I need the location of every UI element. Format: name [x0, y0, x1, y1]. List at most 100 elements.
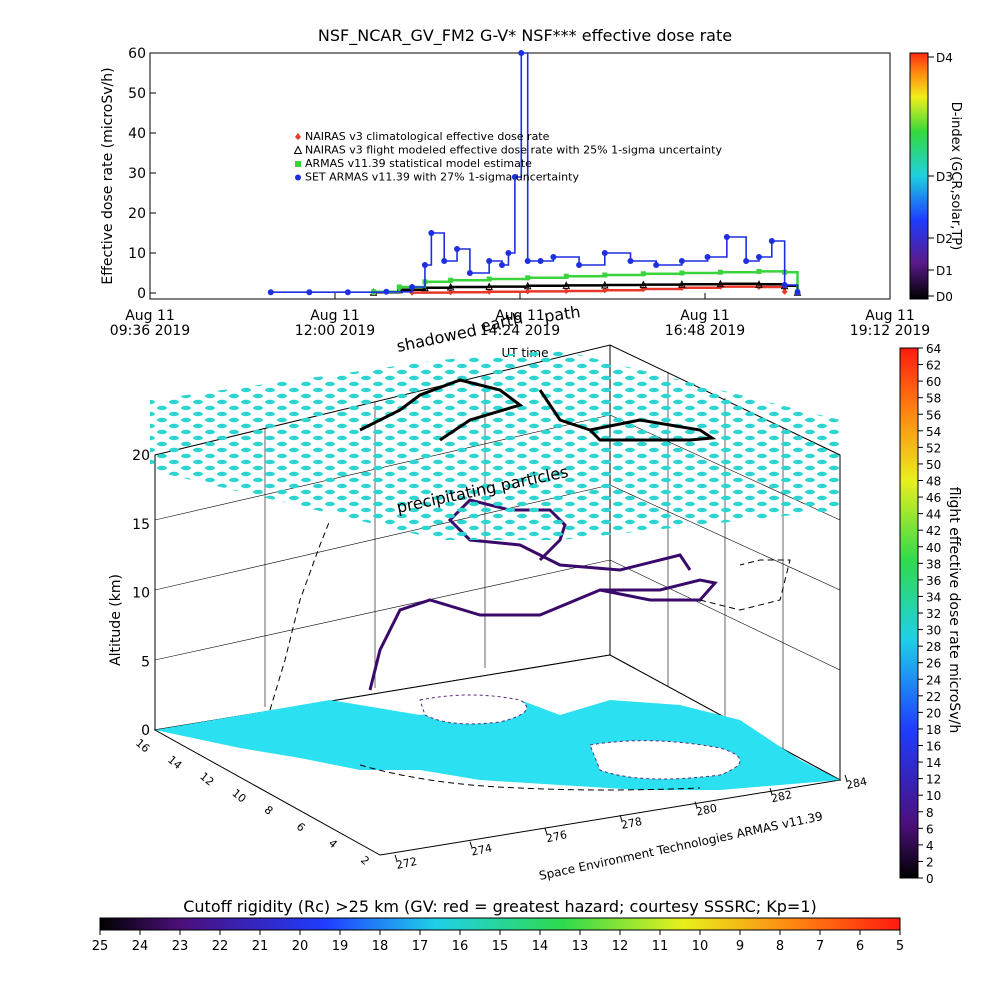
- series-point: [639, 280, 648, 289]
- series-point: [448, 277, 454, 283]
- top-y-tick-label: 20: [128, 206, 146, 222]
- dose-rate-colorbar-tick-label: 24: [926, 673, 941, 687]
- precipitating-particles-layer: [150, 350, 840, 540]
- top-y-tick-label: 30: [128, 166, 146, 182]
- legend-label: ARMAS v11.39 statistical model estimate: [305, 157, 532, 170]
- dose-rate-colorbar-tick-label: 18: [926, 723, 941, 737]
- dose-rate-colorbar-tick-label: 36: [926, 574, 941, 588]
- top-y-axis-label: Effective dose rate (microSv/h): [100, 67, 116, 284]
- dose-rate-colorbar-tick-label: 8: [926, 806, 934, 820]
- series-point: [563, 288, 570, 294]
- rigidity-colorbar-tick-label: 12: [612, 939, 629, 954]
- series-point: [679, 270, 685, 276]
- 3d-y-tick-label: 12: [197, 770, 216, 789]
- top-title: NSF_NCAR_GV_FM2 G-V* NSF*** effective do…: [318, 26, 732, 46]
- top-x-tick-date: Aug 11: [865, 308, 915, 324]
- dindex-tick-label: D4: [936, 51, 953, 65]
- 3d-z-tick-label: 20: [132, 448, 150, 464]
- dose-rate-colorbar-tick-label: 30: [926, 624, 941, 638]
- series-point: [716, 279, 725, 288]
- 3d-x-tick: [544, 828, 548, 835]
- rigidity-colorbar-tick-label: 20: [292, 939, 309, 954]
- top-y-tick-label: 60: [128, 46, 146, 62]
- dose-rate-colorbar-tick-label: 52: [926, 441, 941, 455]
- 3d-x-tick-label: 274: [470, 842, 493, 859]
- top-x-tick-date: Aug 11: [495, 308, 545, 324]
- top-x-tick-date: Aug 11: [125, 308, 175, 324]
- dindex-tick-label: D1: [936, 264, 953, 278]
- top-x-tick-time: 14:24 2019: [480, 323, 560, 339]
- dose-rate-colorbar-tick-label: 58: [926, 392, 941, 406]
- series-point: [723, 234, 730, 240]
- dose-rate-colorbar-tick-label: 38: [926, 557, 941, 571]
- overlay-path: path: [543, 302, 582, 326]
- series-point: [409, 284, 416, 290]
- dose-rate-colorbar-tick-label: 40: [926, 541, 941, 555]
- rigidity-colorbar-tick-label: 18: [372, 939, 389, 954]
- series-point: [755, 280, 763, 288]
- 3d-y-tick-label: 10: [230, 786, 249, 805]
- 3d-x-tick: [694, 801, 698, 808]
- dose-rate-colorbar-tick-label: 2: [926, 855, 934, 869]
- dose-rate-colorbar-tick-label: 50: [926, 458, 941, 472]
- series-point: [486, 276, 492, 282]
- rigidity-colorbar-tick-label: 22: [212, 939, 229, 954]
- bottom-colorbar-title: Cutoff rigidity (Rc) >25 km (GV: red = g…: [183, 897, 817, 916]
- rigidity-colorbar-tick-label: 11: [652, 939, 669, 954]
- 3d-x-axis: 272 274 276 278 280 282 284: [394, 774, 868, 872]
- series-point: [446, 282, 455, 291]
- dose-rate-colorbar-tick-label: 12: [926, 773, 941, 787]
- series-point: [743, 258, 750, 264]
- 3d-y-tick-label: 8: [262, 803, 276, 817]
- rigidity-colorbar-tick-label: 10: [692, 939, 709, 954]
- dose-rate-colorbar-tick-label: 44: [926, 508, 941, 522]
- 3d-y-tick-label: 6: [294, 820, 308, 834]
- series-point: [550, 254, 557, 260]
- series-point: [505, 250, 512, 256]
- dose-rate-colorbar-label: flight effective dose rate microSv/h: [946, 487, 962, 733]
- series-point: [499, 262, 506, 268]
- rigidity-colorbar-tick-label: 9: [736, 939, 744, 954]
- 3d-x-tick-label: 276: [545, 828, 568, 845]
- dose-rate-colorbar-tick-label: 26: [926, 657, 941, 671]
- legend-marker: [293, 145, 303, 154]
- rigidity-colorbar-tick-label: 23: [172, 939, 189, 954]
- dose-rate-colorbar-tick-label: 60: [926, 375, 941, 389]
- series-point: [563, 273, 569, 279]
- rigidity-colorbar-tick-label: 14: [532, 939, 549, 954]
- rigidity-colorbar-tick-label: 15: [492, 939, 509, 954]
- rigidity-colorbar-tick-label: 25: [92, 939, 109, 954]
- top-series-group: [267, 50, 802, 296]
- legend-marker: [295, 174, 301, 181]
- top-x-tick-time: 16:48 2019: [665, 323, 745, 339]
- rigidity-colorbar-tick-label: 17: [412, 939, 429, 954]
- 3d-x-tick: [469, 841, 473, 848]
- series-point: [678, 280, 686, 288]
- dose-rate-colorbar-tick-label: 62: [926, 359, 941, 373]
- rigidity-colorbar-tick-label: 19: [332, 939, 349, 954]
- 3d-y-tick-label: 2: [358, 853, 372, 867]
- series-point: [678, 258, 685, 264]
- dose-rate-colorbar-tick-label: 22: [926, 690, 941, 704]
- dose-rate-colorbar-ticks: 6462605856545250484644424038363432302826…: [918, 342, 941, 886]
- dose-rate-colorbar-tick-label: 10: [926, 789, 941, 803]
- dose-rate-colorbar-tick-label: 34: [926, 590, 941, 604]
- series-point: [653, 262, 660, 268]
- series-point: [717, 269, 723, 275]
- 3d-x-tick-label: 278: [620, 815, 643, 832]
- series-point: [523, 281, 532, 290]
- 3d-floor-map: [153, 654, 842, 856]
- top-legend: NAIRAS v3 climatological effective dose …: [293, 130, 722, 184]
- series-point: [441, 258, 448, 264]
- dose-rate-colorbar-tick-label: 54: [926, 425, 941, 439]
- legend-label: NAIRAS v3 climatological effective dose …: [305, 130, 550, 143]
- 3d-x-tick: [394, 854, 398, 862]
- top-x-tick-time: 19:12 2019: [850, 323, 930, 339]
- 3d-z-axis: 0 5 10 15 20: [132, 448, 150, 739]
- 3d-x-tick-label: 272: [395, 855, 418, 872]
- dindex-label: D-index (GCR,solar,TP): [948, 102, 963, 250]
- dindex-tick-label: D0: [936, 290, 953, 304]
- series-point: [640, 271, 646, 277]
